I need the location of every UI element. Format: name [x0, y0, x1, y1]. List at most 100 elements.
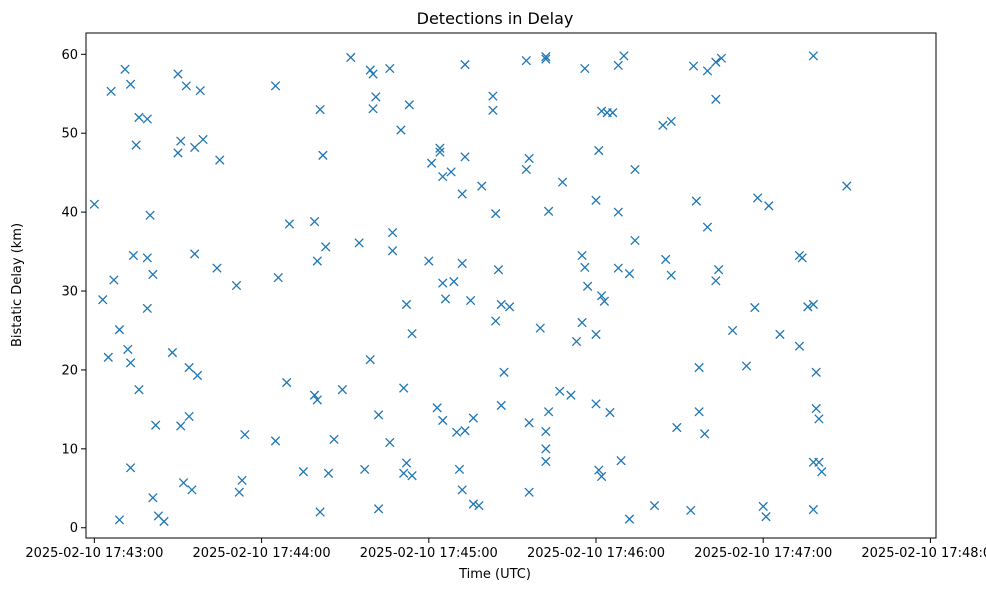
data-point	[173, 148, 183, 158]
data-point	[404, 100, 414, 110]
data-point	[535, 323, 545, 333]
data-point	[465, 295, 476, 306]
data-point	[803, 302, 813, 312]
data-point	[580, 262, 590, 273]
data-point	[477, 181, 487, 191]
data-point	[524, 418, 534, 428]
data-point	[808, 51, 819, 61]
data-point	[761, 512, 771, 522]
data-point	[120, 64, 130, 74]
data-point	[613, 207, 623, 217]
data-point	[385, 63, 395, 74]
data-point	[109, 275, 119, 285]
x-tick-label: 2025-02-10 17:46:00	[527, 546, 665, 561]
data-point	[594, 465, 604, 475]
data-points	[89, 51, 852, 527]
data-point	[145, 210, 155, 220]
data-point	[387, 246, 398, 256]
data-point	[173, 69, 183, 79]
data-point	[741, 361, 752, 371]
data-point	[596, 106, 607, 116]
data-point	[577, 317, 587, 328]
data-point	[764, 201, 774, 211]
data-point	[178, 478, 189, 488]
data-point	[368, 104, 378, 114]
data-point	[195, 85, 205, 96]
data-point	[504, 302, 515, 312]
data-point	[190, 142, 200, 153]
data-point	[323, 468, 334, 478]
data-point	[794, 341, 805, 351]
data-point	[435, 143, 445, 153]
data-point	[711, 57, 721, 67]
data-point	[521, 164, 531, 175]
data-point	[176, 136, 186, 146]
y-axis-label: Bistatic Delay (km)	[10, 223, 25, 347]
data-point	[524, 153, 534, 164]
data-point	[234, 487, 244, 497]
data-point	[142, 253, 152, 263]
data-point	[630, 164, 640, 175]
data-point	[407, 328, 417, 339]
data-point	[752, 193, 763, 203]
data-point	[396, 125, 406, 135]
data-point	[184, 362, 194, 373]
data-point	[365, 355, 375, 365]
data-point	[808, 299, 819, 310]
data-point	[468, 413, 479, 423]
data-point	[591, 399, 601, 409]
data-point	[198, 134, 208, 145]
data-point	[329, 434, 339, 445]
data-point	[702, 222, 713, 232]
data-point	[337, 384, 348, 395]
data-point	[270, 81, 281, 91]
data-point	[387, 227, 398, 238]
data-point	[231, 280, 242, 291]
data-point	[691, 196, 701, 206]
data-point	[499, 367, 509, 377]
data-point	[457, 189, 467, 199]
y-tick-label: 60	[61, 48, 78, 63]
data-point	[580, 63, 590, 74]
data-point	[811, 367, 821, 377]
data-point	[360, 464, 370, 475]
data-point	[176, 421, 186, 431]
data-point	[700, 429, 710, 439]
data-point	[594, 145, 604, 156]
data-point	[524, 487, 534, 497]
data-point	[273, 272, 283, 283]
data-point	[460, 426, 470, 436]
data-point	[491, 209, 501, 219]
data-point	[346, 52, 356, 63]
data-point	[98, 295, 108, 305]
data-point	[619, 51, 629, 61]
data-point	[541, 456, 551, 467]
data-point	[190, 249, 200, 259]
data-point	[237, 475, 247, 486]
data-point	[449, 276, 459, 287]
data-point	[424, 256, 434, 266]
data-point	[159, 516, 169, 527]
data-point	[541, 52, 551, 62]
data-point	[373, 410, 384, 420]
data-point	[187, 485, 197, 495]
x-axis-label: Time (UTC)	[458, 567, 531, 582]
y-tick-label: 20	[61, 363, 78, 378]
data-point	[438, 171, 448, 182]
data-point	[440, 294, 451, 304]
data-point	[613, 263, 623, 273]
data-point	[401, 299, 412, 310]
data-point	[716, 53, 727, 63]
data-point	[309, 216, 320, 227]
data-point	[184, 411, 194, 422]
data-point	[811, 403, 821, 414]
data-point	[438, 415, 448, 426]
data-point	[577, 250, 587, 261]
data-point	[608, 108, 618, 118]
data-point	[89, 199, 100, 209]
data-point	[128, 250, 139, 261]
data-point	[775, 329, 785, 340]
data-point	[694, 362, 704, 373]
y-tick-label: 0	[70, 521, 78, 536]
